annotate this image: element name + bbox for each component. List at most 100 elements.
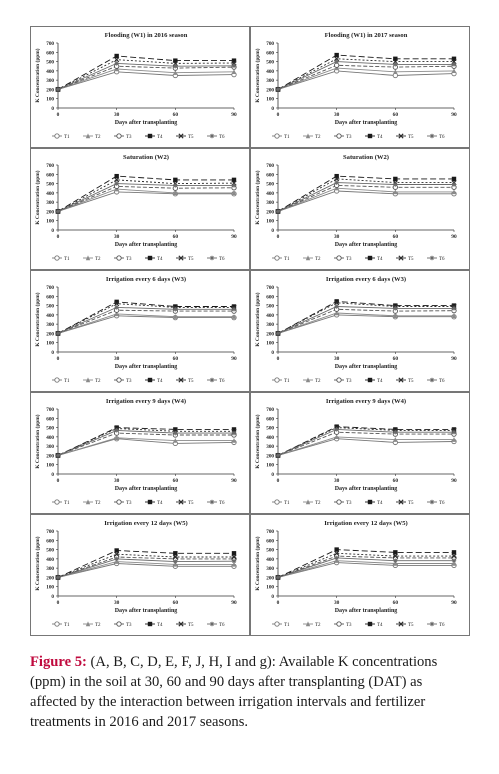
series-line-T1 (57, 563, 234, 578)
y-axis-label: K Concentration (ppm) (254, 48, 261, 102)
legend-item-T6: T6 (427, 377, 445, 384)
legend-item-T1: T1 (272, 621, 290, 628)
series-line-T6 (277, 182, 454, 212)
x-tick-label: 90 (231, 356, 237, 362)
data-point (173, 183, 178, 188)
legend-marker (305, 621, 311, 627)
legend-marker (147, 377, 153, 383)
y-tick-label: 500 (266, 548, 274, 554)
legend-label: T2 (315, 623, 321, 628)
legend-label: T1 (284, 257, 290, 262)
y-tick-label: 100 (46, 463, 54, 469)
data-point (393, 550, 398, 555)
chart-title: Irrigation every 9 days (W4) (106, 398, 186, 405)
data-point (451, 313, 457, 318)
data-point (393, 176, 398, 182)
legend-item-T5: T5 (176, 499, 194, 506)
legend-item-T1: T1 (272, 255, 290, 262)
series-line-T2 (277, 560, 454, 578)
legend-marker (274, 621, 280, 627)
series-line-T2 (57, 561, 234, 578)
x-tick-label: 90 (451, 356, 457, 362)
y-tick-label: 700 (266, 285, 274, 291)
chart-title: Irrigation every 12 days (W5) (104, 520, 188, 527)
legend-label: T1 (64, 501, 70, 506)
series-line-T5 (57, 179, 235, 212)
y-tick-label: 200 (46, 453, 54, 459)
y-tick-label: 300 (46, 322, 54, 328)
legend-label: T2 (315, 379, 321, 384)
legend-item-T1: T1 (52, 255, 70, 262)
data-point (451, 182, 457, 187)
legend-item-T4: T4 (145, 133, 163, 140)
y-tick-label: 400 (266, 557, 274, 563)
series-line-T5 (277, 302, 454, 334)
series-line-T2 (277, 67, 455, 90)
legend-item-T6: T6 (427, 499, 445, 506)
data-point (231, 554, 237, 560)
legend-marker (398, 133, 404, 139)
legend-label: T5 (408, 501, 414, 506)
legend-label: T2 (95, 623, 101, 628)
series-T6 (55, 556, 237, 580)
y-tick-label: 200 (46, 575, 54, 581)
series-T2 (55, 311, 237, 336)
y-tick-label: 100 (266, 341, 274, 347)
x-tick-label: 90 (231, 600, 237, 606)
legend-label: T6 (439, 379, 445, 384)
series-T6 (275, 555, 457, 580)
legend-marker (429, 499, 435, 505)
legend-marker (147, 133, 153, 139)
legend-marker (116, 621, 122, 627)
legend-marker (429, 377, 435, 383)
legend-item-T2: T2 (303, 499, 321, 506)
data-point (451, 430, 457, 435)
legend-label: T6 (439, 257, 445, 262)
data-point (231, 551, 237, 556)
legend-label: T5 (188, 257, 194, 262)
x-tick-label: 0 (57, 112, 60, 118)
data-point (114, 53, 119, 59)
legend-label: T4 (377, 135, 383, 140)
legend-marker (336, 621, 342, 627)
legend-marker (178, 499, 184, 505)
series-line-T5 (277, 58, 454, 90)
y-tick-label: 100 (266, 463, 274, 469)
legend-item-T5: T5 (176, 377, 194, 384)
legend-marker (429, 621, 435, 627)
y-tick-label: 700 (266, 407, 274, 413)
series-T6 (275, 180, 457, 214)
legend-marker (178, 133, 184, 139)
legend-item-T3: T3 (114, 499, 132, 506)
y-tick-label: 600 (266, 50, 274, 56)
data-point (334, 176, 340, 182)
y-tick-label: 400 (46, 313, 54, 319)
y-tick-label: 0 (271, 350, 274, 356)
legend-marker (274, 255, 280, 261)
y-axis-label: K Concentration (ppm) (34, 292, 41, 346)
legend-label: T1 (64, 623, 70, 628)
y-tick-label: 500 (266, 426, 274, 432)
series-line-T6 (277, 557, 454, 578)
legend-item-T2: T2 (83, 621, 101, 628)
y-tick-label: 600 (266, 172, 274, 178)
data-point (114, 551, 120, 557)
y-tick-label: 100 (266, 97, 274, 103)
legend-label: T5 (188, 379, 194, 384)
legend-marker (336, 499, 342, 505)
caption-label: Figure 5: (30, 654, 87, 670)
legend-item-T2: T2 (303, 255, 321, 262)
legend-label: T1 (64, 135, 70, 140)
legend-item-T6: T6 (207, 499, 225, 506)
data-point (114, 425, 119, 430)
series-line-T4 (277, 300, 454, 334)
y-tick-label: 600 (46, 538, 54, 544)
series-line-T2 (57, 188, 234, 212)
x-tick-label: 90 (231, 234, 237, 240)
legend-label: T5 (188, 501, 194, 506)
y-tick-label: 0 (51, 228, 54, 234)
legend-label: T5 (188, 623, 194, 628)
series-T6 (55, 428, 237, 458)
legend-marker (116, 499, 122, 505)
x-tick-label: 60 (173, 112, 179, 118)
